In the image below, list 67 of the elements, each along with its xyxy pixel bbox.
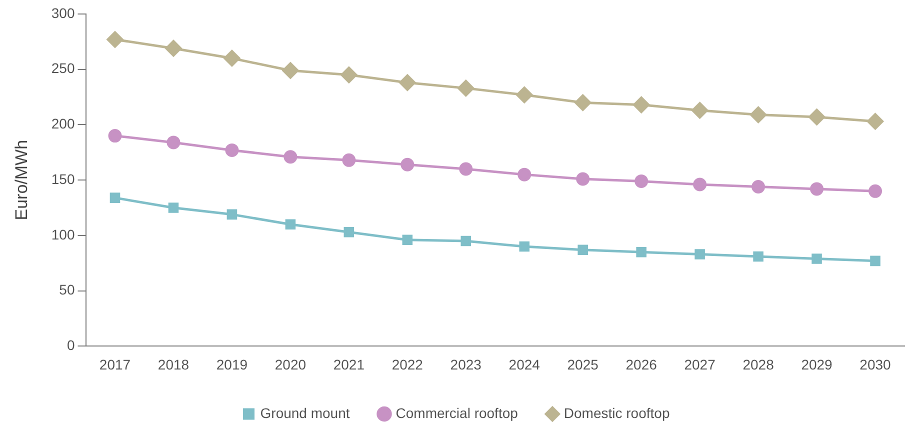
y-tick-label: 0 [66, 337, 75, 354]
x-tick-label: 2023 [450, 356, 482, 372]
point [168, 202, 179, 213]
y-tick-label: 300 [51, 4, 75, 21]
point [753, 251, 764, 262]
point [224, 50, 240, 67]
y-axis-title: Euro/MWh [12, 140, 31, 220]
y-tick-label: 200 [51, 116, 75, 132]
point [166, 136, 180, 150]
x-tick-label: 2029 [801, 356, 833, 372]
point [226, 209, 238, 220]
point [810, 182, 824, 196]
x-tick-label: 2022 [392, 356, 424, 372]
x-tick-label: 2028 [742, 356, 774, 372]
point [110, 192, 120, 203]
x-tick-label: 2026 [626, 356, 658, 372]
point [574, 94, 592, 111]
legend-label: Domestic rooftop [564, 404, 670, 421]
point [867, 113, 884, 130]
y-tick-label: 100 [51, 226, 75, 242]
point [460, 236, 472, 246]
point [518, 168, 532, 182]
x-tick-label: 2017 [99, 356, 131, 372]
y-tick-label: 150 [51, 170, 75, 187]
x-tick-label: 2025 [567, 356, 599, 372]
point [225, 143, 239, 157]
point [106, 31, 124, 48]
point [459, 162, 473, 176]
x-tick-label: 2027 [684, 356, 716, 372]
x-tick-label: 2021 [333, 356, 365, 372]
point [868, 184, 882, 198]
point [399, 74, 416, 91]
point [342, 153, 356, 167]
point [750, 106, 767, 124]
point [402, 234, 413, 246]
point [519, 241, 530, 252]
x-tick-label: 2020 [274, 356, 306, 372]
point [578, 244, 588, 255]
point [340, 66, 358, 84]
point [165, 40, 182, 57]
y-tick-label: 50 [59, 282, 75, 298]
point [692, 102, 708, 119]
x-tick-label: 2024 [508, 356, 540, 372]
x-tick-label: 2019 [216, 356, 248, 372]
x-tick-label: 2018 [158, 356, 190, 372]
legend-label: Commercial rooftop [396, 404, 518, 421]
y-tick-label: 250 [51, 60, 75, 76]
point [458, 80, 474, 96]
point [633, 96, 650, 114]
point [400, 158, 414, 172]
point [693, 178, 707, 192]
point [694, 249, 705, 260]
point [752, 180, 766, 194]
point [808, 108, 826, 126]
point [284, 150, 298, 164]
legend-label: Ground mount [260, 404, 350, 421]
point [108, 129, 122, 143]
point [282, 62, 299, 79]
x-tick-label: 2030 [860, 356, 892, 372]
point [812, 254, 822, 264]
point [344, 227, 354, 238]
point [516, 86, 533, 104]
point [285, 219, 296, 230]
point [870, 256, 880, 266]
point [636, 246, 646, 258]
point [576, 172, 590, 186]
point [634, 174, 648, 188]
